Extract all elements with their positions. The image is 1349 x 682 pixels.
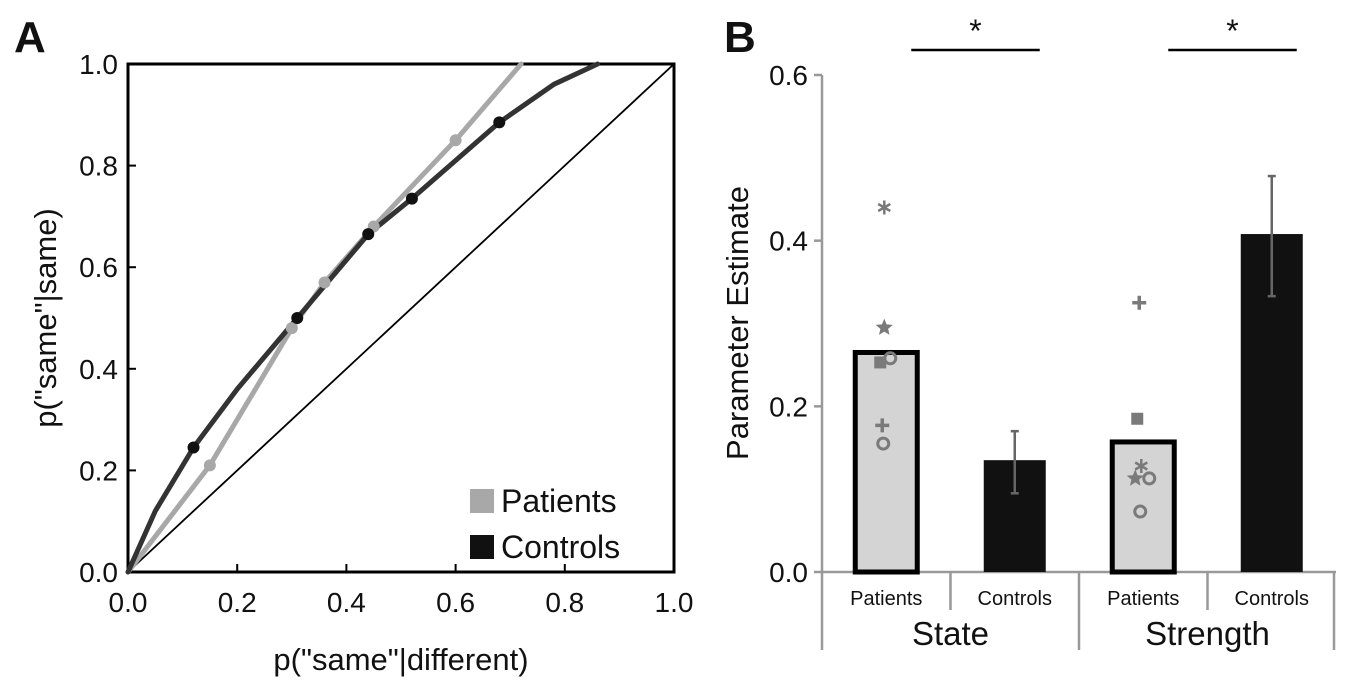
roc-point-patients	[203, 459, 216, 472]
group-label-state: State	[912, 615, 989, 652]
parameter-bar-chart: 0.0 0.2 0.4 0.6 Patients Controls Patients Con…	[720, 13, 1336, 652]
participant-square-marker	[874, 356, 887, 369]
bar-y-tick-label: 0.4	[769, 226, 808, 257]
roc-x-axis-title: p("same"|different)	[273, 642, 528, 677]
legend-label-patients: Patients	[501, 483, 617, 519]
group-label-strength: Strength	[1145, 615, 1270, 652]
bar-y-tick-label: 0.0	[769, 557, 808, 588]
roc-x-tick-label: 0.8	[545, 587, 584, 618]
legend-swatch-controls	[470, 535, 494, 559]
category-label: Controls	[978, 588, 1052, 610]
roc-y-tick-label: 1.0	[79, 49, 118, 80]
participant-asterisk-marker	[877, 200, 891, 215]
category-label: Patients	[1107, 588, 1179, 610]
roc-legend: Patients Controls	[470, 483, 620, 565]
roc-y-tick-label: 0.6	[79, 252, 118, 283]
bar-y-tick-label: 0.6	[769, 60, 808, 91]
participant-circle-marker	[1133, 504, 1148, 519]
participant-circle-marker	[883, 351, 898, 366]
panel-a-label: A	[14, 13, 46, 62]
participant-plus-marker	[1132, 295, 1147, 310]
bar-y-tick-label: 0.2	[769, 391, 808, 422]
roc-x-tick-label: 0.0	[109, 587, 148, 618]
panel-b-label: B	[724, 13, 756, 62]
roc-chart: 0.0 0.2 0.4 0.6 0.8 1.0 0.0 0.2 0.4 0.6 0.8 1.0 p(…	[28, 49, 693, 677]
bar-y-axis-title: Parameter Estimate	[720, 186, 755, 460]
roc-x-tick-label: 0.2	[218, 587, 257, 618]
roc-plot-frame	[126, 62, 676, 574]
participant-circle-marker	[876, 436, 891, 451]
roc-point-patients	[449, 134, 462, 147]
category-label: Patients	[850, 588, 922, 610]
chance-diagonal-line	[127, 63, 675, 573]
roc-point-controls	[187, 441, 200, 454]
roc-x-tick-label: 1.0	[655, 587, 694, 618]
participant-square-marker	[1131, 412, 1144, 425]
roc-y-tick-label: 0.0	[79, 557, 118, 588]
category-label: Controls	[1235, 588, 1309, 610]
roc-point-controls	[405, 192, 418, 205]
participant-asterisk-marker	[1134, 459, 1148, 473]
roc-point-patients	[318, 276, 331, 289]
roc-y-tick-label: 0.2	[79, 455, 118, 486]
roc-y-tick-label: 0.8	[79, 151, 118, 182]
participant-star-marker	[1126, 469, 1144, 486]
roc-point-controls	[291, 312, 304, 324]
legend-swatch-patients	[470, 489, 494, 513]
roc-point-patients	[285, 322, 298, 335]
roc-x-tick-label: 0.6	[436, 587, 475, 618]
roc-y-tick-label: 0.4	[79, 354, 118, 385]
roc-x-tick-label: 0.4	[327, 587, 366, 618]
bar-state-patients	[852, 349, 920, 575]
significance-star: *	[1226, 13, 1238, 49]
roc-point-controls	[493, 116, 506, 129]
significance-star: *	[969, 13, 981, 49]
participant-circle-marker	[1142, 471, 1157, 486]
legend-label-controls: Controls	[501, 529, 620, 565]
roc-curve-patients	[125, 61, 524, 575]
participant-plus-marker	[875, 418, 890, 433]
roc-point-controls	[362, 228, 375, 241]
roc-y-axis-title: p("same"|same)	[28, 208, 63, 428]
participant-star-marker	[875, 318, 893, 335]
